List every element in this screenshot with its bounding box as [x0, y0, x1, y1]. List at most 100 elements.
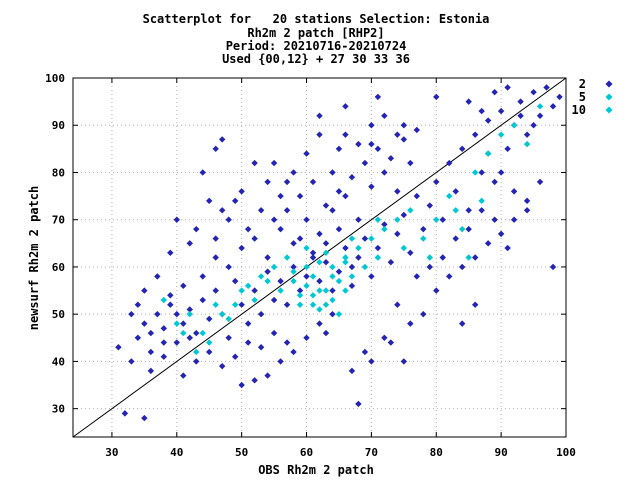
- data-point: [433, 287, 440, 294]
- data-point: [316, 287, 323, 294]
- data-point: [465, 98, 472, 105]
- data-point: [141, 287, 148, 294]
- data-point: [381, 334, 388, 342]
- data-point: [180, 329, 187, 337]
- data-point: [530, 88, 537, 96]
- data-point: [556, 93, 563, 101]
- data-point: [459, 263, 466, 271]
- data-point: [147, 329, 155, 337]
- reference-line-y-equals-x: [72, 77, 567, 438]
- data-point: [394, 131, 401, 138]
- data-point: [478, 207, 485, 214]
- data-point: [348, 173, 356, 181]
- plot-frame: [72, 77, 567, 438]
- data-point: [523, 131, 531, 138]
- data-point: [316, 277, 323, 285]
- x-tick-label: 60: [300, 446, 313, 459]
- data-point: [342, 254, 349, 261]
- data-point: [459, 320, 466, 327]
- data-point: [335, 268, 343, 275]
- series-10: [290, 249, 349, 308]
- data-point: [206, 315, 213, 323]
- data-point: [407, 159, 414, 167]
- data-point: [368, 122, 375, 129]
- data-point: [342, 192, 349, 200]
- data-point: [504, 244, 511, 252]
- data-points: [115, 84, 563, 422]
- data-point: [251, 235, 258, 242]
- data-point: [381, 169, 388, 176]
- y-tick-label: 60: [52, 261, 65, 274]
- data-point: [270, 216, 278, 223]
- data-point: [342, 103, 349, 110]
- data-point: [316, 230, 323, 238]
- data-point: [193, 358, 200, 365]
- data-point: [342, 259, 349, 266]
- data-point: [355, 254, 362, 261]
- data-point: [238, 287, 245, 294]
- x-tick-label: 70: [365, 446, 378, 459]
- data-point: [251, 287, 258, 294]
- series-5: [160, 103, 544, 356]
- data-point: [193, 329, 200, 337]
- data-point: [167, 249, 174, 256]
- data-point: [400, 244, 408, 252]
- data-point: [199, 169, 206, 176]
- legend-marker: [605, 80, 613, 88]
- data-point: [426, 254, 433, 261]
- y-tick-label: 100: [45, 72, 65, 85]
- title-line-4: Used {00,12} + 27 30 33 36: [222, 52, 410, 66]
- data-point: [303, 273, 310, 280]
- data-point: [160, 325, 168, 332]
- data-point: [180, 282, 187, 290]
- title-line-2: Rh2m 2 patch [RHP2]: [247, 26, 384, 40]
- data-point: [206, 339, 213, 346]
- series-2: [115, 84, 563, 422]
- x-tick-label: 40: [170, 446, 183, 459]
- data-point: [186, 240, 193, 247]
- data-point: [329, 169, 336, 176]
- data-point: [167, 292, 174, 299]
- data-point: [374, 216, 382, 223]
- data-point: [459, 145, 466, 153]
- data-point: [549, 263, 557, 271]
- data-point: [342, 244, 349, 252]
- data-point: [536, 112, 544, 119]
- data-point: [231, 277, 239, 285]
- data-point: [290, 240, 297, 247]
- data-point: [212, 235, 219, 242]
- data-point: [549, 103, 557, 110]
- data-point: [355, 400, 362, 408]
- data-point: [374, 244, 382, 252]
- data-point: [465, 207, 472, 214]
- x-tick-label: 100: [556, 446, 576, 459]
- data-point: [517, 98, 524, 105]
- data-point: [231, 197, 239, 205]
- data-point: [264, 254, 271, 261]
- data-point: [296, 192, 304, 200]
- y-tick-label: 40: [52, 355, 65, 368]
- data-point: [257, 344, 265, 351]
- data-point: [193, 348, 200, 356]
- data-point: [536, 103, 544, 110]
- data-point: [206, 197, 213, 205]
- x-tick-label: 80: [430, 446, 443, 459]
- data-point: [322, 287, 330, 294]
- data-point: [452, 188, 459, 195]
- data-point: [199, 273, 206, 280]
- data-point: [290, 263, 297, 271]
- data-point: [374, 93, 382, 101]
- data-point: [504, 84, 511, 91]
- data-point: [173, 216, 180, 223]
- data-point: [270, 329, 278, 337]
- data-point: [303, 216, 310, 223]
- title-line-3: Period: 20210716-20210724: [226, 39, 407, 53]
- x-tick-label: 30: [105, 446, 118, 459]
- data-point: [134, 334, 142, 342]
- data-point: [446, 273, 453, 280]
- data-point: [231, 353, 239, 360]
- data-point: [523, 140, 531, 148]
- data-point: [264, 277, 271, 285]
- data-point: [329, 273, 336, 280]
- data-point: [238, 381, 245, 389]
